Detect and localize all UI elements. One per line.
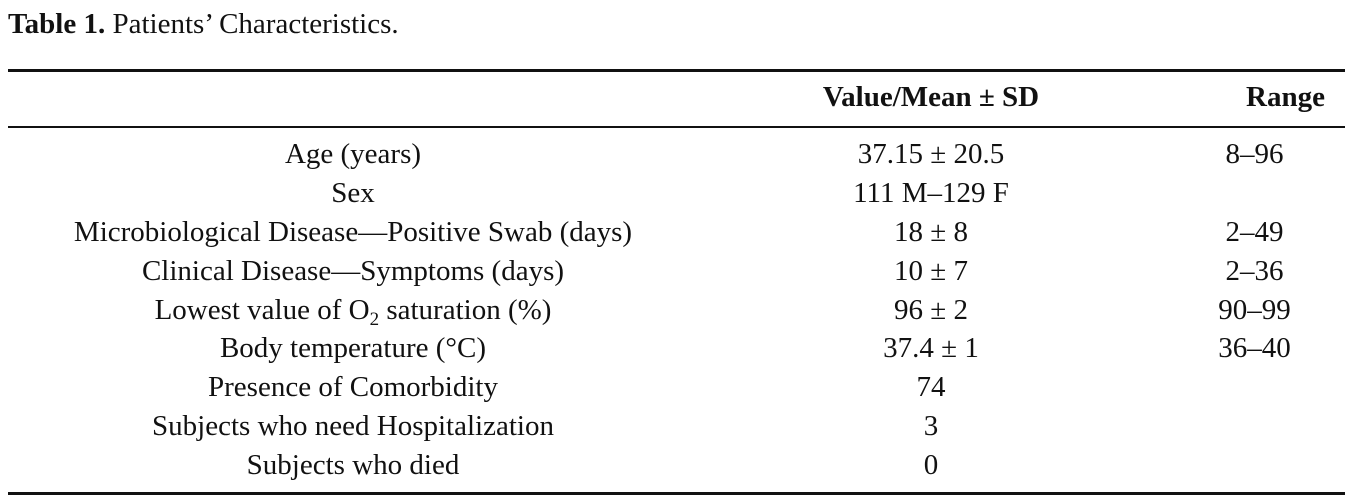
row-label: Age (years) [284, 138, 422, 170]
row-label: Subjects who died [246, 449, 460, 482]
row-label: Microbiological Disease—Positive Swab (d… [73, 215, 633, 248]
header-cell-value: Value/Mean ± SD [822, 81, 1040, 113]
table-row: Clinical Disease—Symptoms (days) 10 ± 7 … [8, 252, 1345, 291]
row-value: 74 [916, 371, 946, 404]
row-value: 37.15 ± 20.5 [857, 138, 1005, 170]
row-value: 96 ± 2 [894, 293, 968, 326]
row-label-pre: Lowest value of O [154, 293, 370, 326]
table-row: Presence of Comorbidity 74 [8, 368, 1345, 407]
table-caption: Table 1. Patients’ Characteristics. [8, 4, 399, 44]
table-row: Microbiological Disease—Positive Swab (d… [8, 213, 1345, 252]
row-value: 3 [923, 410, 939, 443]
table-bottom-rule [8, 492, 1345, 495]
row-range: 90–99 [1218, 293, 1291, 326]
table-top-rule [8, 69, 1345, 72]
table-header-row: Value/Mean ± SD Range [8, 78, 1345, 122]
row-value: 37.4 ± 1 [883, 332, 979, 365]
table-caption-label: Table 1. [8, 8, 106, 40]
row-range: 2–36 [1225, 254, 1284, 287]
table-row: Age (years) 37.15 ± 20.5 8–96 [8, 135, 1345, 174]
row-label-post: saturation (%) [379, 293, 552, 326]
row-range: 8–96 [1225, 138, 1284, 170]
row-value: 111 M–129 F [853, 176, 1009, 209]
table-body: Age (years) 37.15 ± 20.5 8–96 Sex 111 M–… [8, 135, 1345, 485]
row-label: Body temperature (°C) [219, 332, 487, 365]
header-cell-range: Range [1246, 81, 1325, 113]
table-row: Sex 111 M–129 F [8, 174, 1345, 213]
row-value: 10 ± 7 [894, 254, 968, 287]
row-label: Clinical Disease—Symptoms (days) [141, 254, 565, 287]
row-range: 2–49 [1225, 215, 1284, 248]
table-caption-text: Patients’ Characteristics. [112, 8, 399, 40]
row-label-subscript: 2 [369, 308, 380, 330]
table-row: Subjects who died 0 [8, 446, 1345, 485]
table-row: Lowest value of O2 saturation (%) 96 ± 2… [8, 291, 1345, 330]
row-value: 18 ± 8 [894, 215, 968, 248]
table-row: Subjects who need Hospitalization 3 [8, 407, 1345, 446]
table-header-rule [8, 126, 1345, 128]
row-label: Subjects who need Hospitalization [152, 410, 554, 443]
table-row: Body temperature (°C) 37.4 ± 1 36–40 [8, 329, 1345, 368]
row-label: Lowest value of O2 saturation (%) [8, 291, 698, 329]
row-range: 36–40 [1218, 332, 1291, 365]
row-label: Sex [331, 176, 375, 209]
row-label: Presence of Comorbidity [208, 371, 498, 404]
row-value: 0 [923, 449, 939, 482]
